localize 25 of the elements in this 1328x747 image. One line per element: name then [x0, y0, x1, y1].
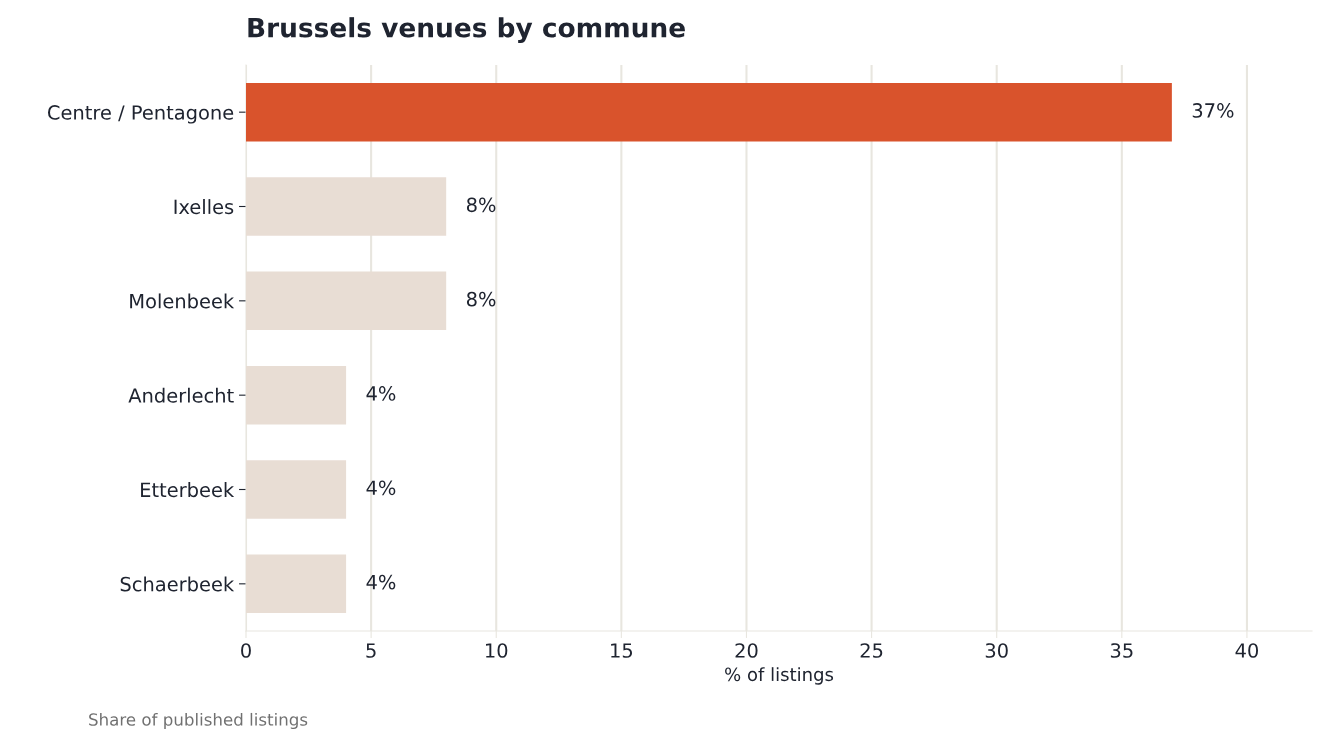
data-label: 8%: [466, 291, 496, 307]
x-axis-title: % of listings: [725, 667, 834, 685]
chart-title: Brussels venues by commune: [248, 17, 685, 43]
y-tick-label: Ixelles: [174, 199, 234, 215]
y-tick-label: Centre / Pentagone: [47, 105, 234, 124]
x-tick-label: 35: [1110, 643, 1133, 658]
x-tick-label: 40: [1235, 643, 1259, 658]
data-label: 4%: [366, 574, 396, 590]
x-tick-label: 5: [366, 643, 376, 658]
x-tick-label: 10: [486, 643, 508, 658]
x-tick-label: 0: [241, 643, 251, 658]
y-tick-label: Anderlecht: [128, 387, 234, 403]
text: Share of published listings: [89, 712, 308, 730]
bar: [246, 82, 1172, 142]
data-label: 4%: [366, 386, 396, 401]
data-label: 4%: [366, 480, 396, 496]
y-tick-label: Schaerbeek: [120, 576, 235, 592]
data-label: 8%: [466, 197, 496, 213]
y-tick-label: Etterbeek: [141, 482, 235, 498]
x-tick-label: 15: [611, 643, 633, 658]
x-tick-label: 20: [735, 643, 758, 658]
x-tick-label: 25: [860, 643, 883, 658]
data-label: 37%: [1192, 103, 1234, 118]
x-tick-label: 30: [985, 643, 1008, 658]
y-tick-label: Molenbeek: [130, 293, 235, 309]
